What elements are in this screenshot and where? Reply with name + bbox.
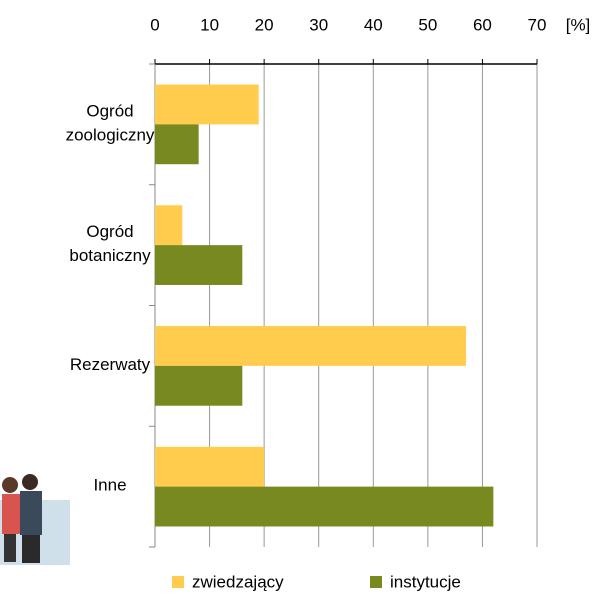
x-tick-label: 50: [418, 15, 437, 34]
y-tick-label: Ogród zoologiczny: [66, 102, 155, 145]
x-tick-label: 40: [364, 15, 383, 34]
x-tick-label: 0: [150, 15, 159, 34]
bar: [155, 326, 466, 366]
x-tick-label: 10: [200, 15, 219, 34]
legend-label: zwiedzający: [192, 572, 284, 591]
x-tick-label: 30: [309, 15, 328, 34]
bar: [155, 205, 182, 245]
label-line: Ogród: [86, 102, 133, 121]
clipart: [0, 474, 70, 565]
label-line: Rezerwaty: [70, 355, 151, 374]
y-tick-label: Inne: [93, 476, 126, 495]
x-tick-label: 60: [473, 15, 492, 34]
x-tick-label: 70: [528, 15, 547, 34]
bar: [155, 245, 242, 285]
chart: [%] 010203040506070OgródzoologicznyOgród…: [0, 0, 595, 601]
label-line: Ogród: [86, 223, 133, 242]
x-axis-unit: [%]: [566, 15, 591, 34]
x-tick-label: 20: [255, 15, 274, 34]
label-line: botaniczny: [69, 247, 151, 266]
legend-label: instytucje: [390, 572, 461, 591]
bar: [155, 124, 199, 164]
bar: [155, 85, 259, 125]
y-tick-label: Ogród botaniczny: [69, 223, 151, 266]
bar: [155, 447, 264, 487]
y-tick-label: Rezerwaty: [70, 355, 151, 374]
bar: [155, 366, 242, 406]
legend-swatch: [172, 576, 184, 588]
label-line: Inne: [93, 476, 126, 495]
bar: [155, 487, 493, 527]
legend-swatch: [370, 576, 382, 588]
label-line: zoologiczny: [66, 126, 155, 145]
